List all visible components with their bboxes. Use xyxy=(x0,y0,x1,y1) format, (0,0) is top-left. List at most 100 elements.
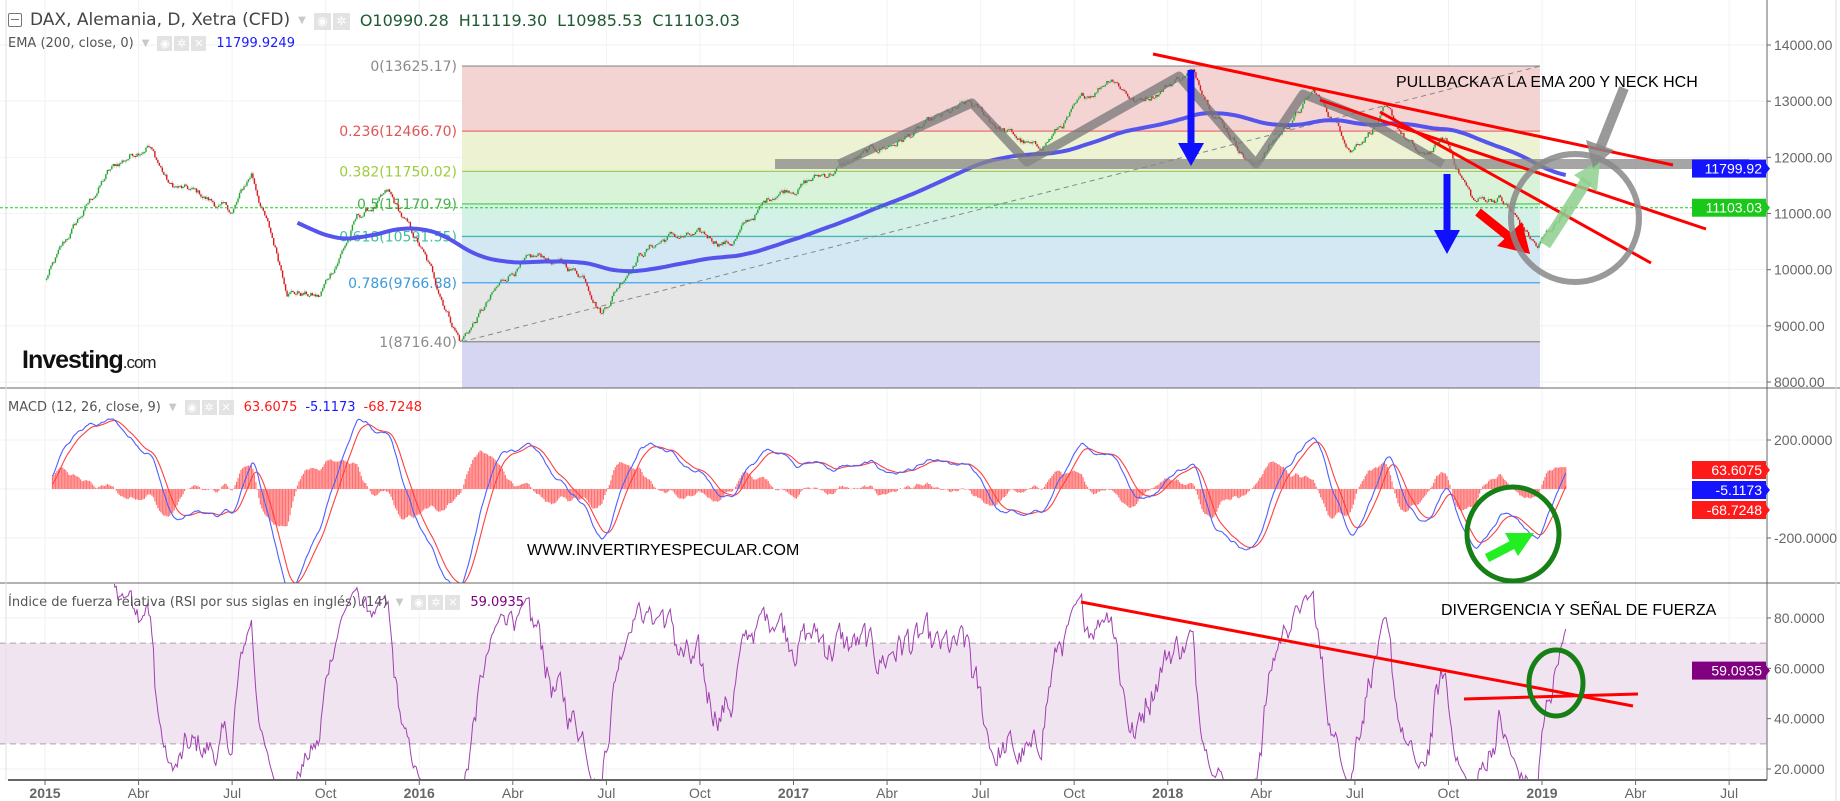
candle-body xyxy=(1527,232,1530,237)
candle xyxy=(488,298,490,304)
candle xyxy=(515,269,517,278)
candle xyxy=(397,203,400,213)
ema-legend-name[interactable]: EMA (200, close, 0) xyxy=(8,36,134,51)
chevron-down-icon[interactable]: ▼ xyxy=(395,597,404,608)
candle xyxy=(620,281,622,285)
macd-histogram-bar xyxy=(1245,489,1248,495)
rsi-axis-label: 20.0000 xyxy=(1774,761,1825,777)
candle-body xyxy=(423,249,425,252)
candle xyxy=(1097,86,1099,95)
candle-body xyxy=(1337,122,1340,126)
macd-histogram-bar xyxy=(515,486,517,489)
candle xyxy=(1089,93,1092,101)
ema-legend: EMA (200, close, 0) ▼ ◉ ✲ ✕ 11799.9249 xyxy=(8,36,295,51)
candle xyxy=(301,290,303,298)
macd-histogram-bar xyxy=(586,489,588,501)
close-icon[interactable]: ✕ xyxy=(218,400,234,415)
candle xyxy=(1371,129,1374,135)
macd-histogram-bar xyxy=(1161,481,1163,489)
candle-body xyxy=(537,253,539,256)
macd-histogram-bar xyxy=(473,457,475,489)
gear-icon[interactable]: ✲ xyxy=(428,595,444,610)
user-drawings[interactable] xyxy=(0,52,1767,719)
macd-histogram-bar xyxy=(633,469,636,489)
candle xyxy=(275,246,278,255)
macd-histogram-bar xyxy=(613,470,615,489)
candle-body xyxy=(221,202,223,205)
eye-icon[interactable]: ◉ xyxy=(184,400,200,415)
candle-body xyxy=(786,190,789,193)
candle xyxy=(763,200,765,204)
candle xyxy=(136,152,138,157)
gear-icon[interactable]: ✲ xyxy=(201,400,217,415)
macd-histogram-bar xyxy=(783,489,786,491)
macd-histogram-bar xyxy=(798,489,801,495)
chevron-down-icon[interactable]: ▼ xyxy=(141,38,150,49)
candle-body xyxy=(396,203,398,205)
candle-body xyxy=(758,206,761,210)
collapse-toggle-icon[interactable] xyxy=(8,13,22,27)
candle xyxy=(131,153,134,159)
rsi-legend-name[interactable]: Índice de fuerza relativa (RSI por sus s… xyxy=(8,595,388,610)
macd-histogram-bar xyxy=(1299,477,1301,489)
candle xyxy=(1398,128,1401,133)
candle-body xyxy=(479,309,481,314)
candle-body xyxy=(651,245,654,248)
candle-body xyxy=(1349,149,1352,153)
candle-body xyxy=(1028,142,1031,144)
candle xyxy=(831,173,833,177)
eye-icon[interactable]: ◉ xyxy=(411,595,427,610)
macd-histogram-bar xyxy=(1173,481,1175,489)
macd-histogram-bar xyxy=(1400,489,1402,510)
symbol-title[interactable]: DAX, Alemania, D, Xetra (CFD) xyxy=(30,10,291,30)
gear-icon[interactable]: ✲ xyxy=(332,13,350,30)
candle-body xyxy=(53,262,55,264)
candle-body xyxy=(1361,141,1364,145)
macd-histogram-bar xyxy=(420,489,422,513)
candle xyxy=(394,201,397,205)
macd-legend-name[interactable]: MACD (12, 26, close, 9) xyxy=(8,400,161,415)
rsi-legend-value: 59.0935 xyxy=(470,595,525,610)
candle xyxy=(1481,194,1484,200)
close-icon[interactable]: ✕ xyxy=(191,36,207,51)
eye-icon[interactable]: ◉ xyxy=(313,13,331,30)
candle-body xyxy=(363,212,366,217)
candle-body xyxy=(431,266,434,273)
candle xyxy=(267,216,269,223)
candle-body xyxy=(1085,97,1087,99)
fibonacci-retracement[interactable]: 0(13625.17)0.236(12466.70)0.382(11750.02… xyxy=(339,59,1541,388)
candle-body xyxy=(477,313,480,318)
candle xyxy=(479,307,481,315)
candle xyxy=(200,192,202,200)
candle xyxy=(757,209,759,214)
candle-body xyxy=(804,180,807,183)
macd-histogram-bar xyxy=(729,489,731,492)
chevron-down-icon[interactable]: ▼ xyxy=(298,14,306,26)
candle xyxy=(1101,85,1104,89)
candle xyxy=(495,285,498,291)
candle xyxy=(706,234,709,240)
gear-icon[interactable]: ✲ xyxy=(174,36,190,51)
chevron-down-icon[interactable]: ▼ xyxy=(168,402,177,413)
macd-histogram-bar xyxy=(1563,467,1565,489)
macd-histogram-bar xyxy=(434,489,437,510)
candle-body xyxy=(326,279,328,281)
close-icon[interactable]: ✕ xyxy=(445,595,461,610)
candle xyxy=(163,171,165,175)
candle-body xyxy=(241,189,244,191)
candle-body xyxy=(1502,201,1505,205)
macd-histogram-bar xyxy=(663,489,665,493)
candle xyxy=(368,209,370,212)
candle xyxy=(1340,131,1343,137)
candle-body xyxy=(669,231,671,235)
macd-histogram-bar xyxy=(834,489,836,493)
eye-icon[interactable]: ◉ xyxy=(157,36,173,51)
macd-histogram-bar xyxy=(917,484,919,489)
candle-body xyxy=(1116,82,1118,84)
macd-histogram-bar xyxy=(620,462,622,489)
candle xyxy=(1055,126,1058,131)
candle-body xyxy=(1199,85,1202,91)
macd-histogram-bar xyxy=(221,486,223,489)
macd-histogram-bar xyxy=(580,489,582,499)
